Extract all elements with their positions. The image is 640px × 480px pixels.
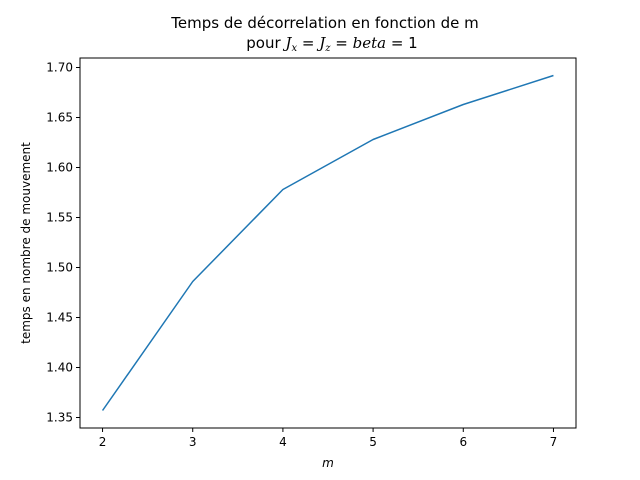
title-prefix: pour — [246, 34, 285, 52]
y-tick-label: 1.40 — [46, 361, 73, 375]
axis-ticks: 2 3 4 5 6 7 1.35 1.40 1.45 1.50 1.55 1.60 1.65 1.70 — [46, 61, 557, 450]
x-axis-label: m — [322, 456, 334, 470]
x-tick-label: 6 — [459, 435, 467, 449]
y-tick-label: 1.60 — [46, 161, 73, 175]
axes-frame — [79, 57, 577, 429]
y-tick-label: 1.50 — [46, 261, 73, 275]
x-tick-label: 4 — [279, 435, 287, 449]
title-sub-x: x — [291, 43, 297, 54]
title-eq1: = — [297, 34, 319, 52]
y-tick-label: 1.65 — [46, 111, 73, 125]
chart-title-line2: pour Jx = Jz = beta = 1 — [246, 34, 417, 54]
series-line-0 — [101, 74, 554, 411]
x-tick-label: 2 — [99, 435, 107, 449]
title-math-j2: J — [316, 34, 326, 52]
title-math-j1: J — [282, 34, 292, 52]
title-eq2: = — [330, 34, 352, 52]
x-tick-label: 5 — [369, 435, 377, 449]
chart-title-line1: Temps de décorrelation en fonction de m — [170, 14, 478, 32]
y-tick-label: 1.70 — [46, 61, 73, 75]
y-axis-label: temps en nombre de mouvement — [19, 142, 33, 344]
title-math-beta: beta — [353, 34, 386, 52]
title-sub-z: z — [324, 43, 331, 54]
y-tick-label: 1.45 — [46, 311, 73, 325]
y-tick-label: 1.35 — [46, 411, 73, 425]
title-eq3: = 1 — [386, 34, 418, 52]
x-tick-label: 3 — [189, 435, 197, 449]
plot-area — [101, 74, 554, 411]
y-tick-label: 1.55 — [46, 211, 73, 225]
x-tick-label: 7 — [550, 435, 558, 449]
